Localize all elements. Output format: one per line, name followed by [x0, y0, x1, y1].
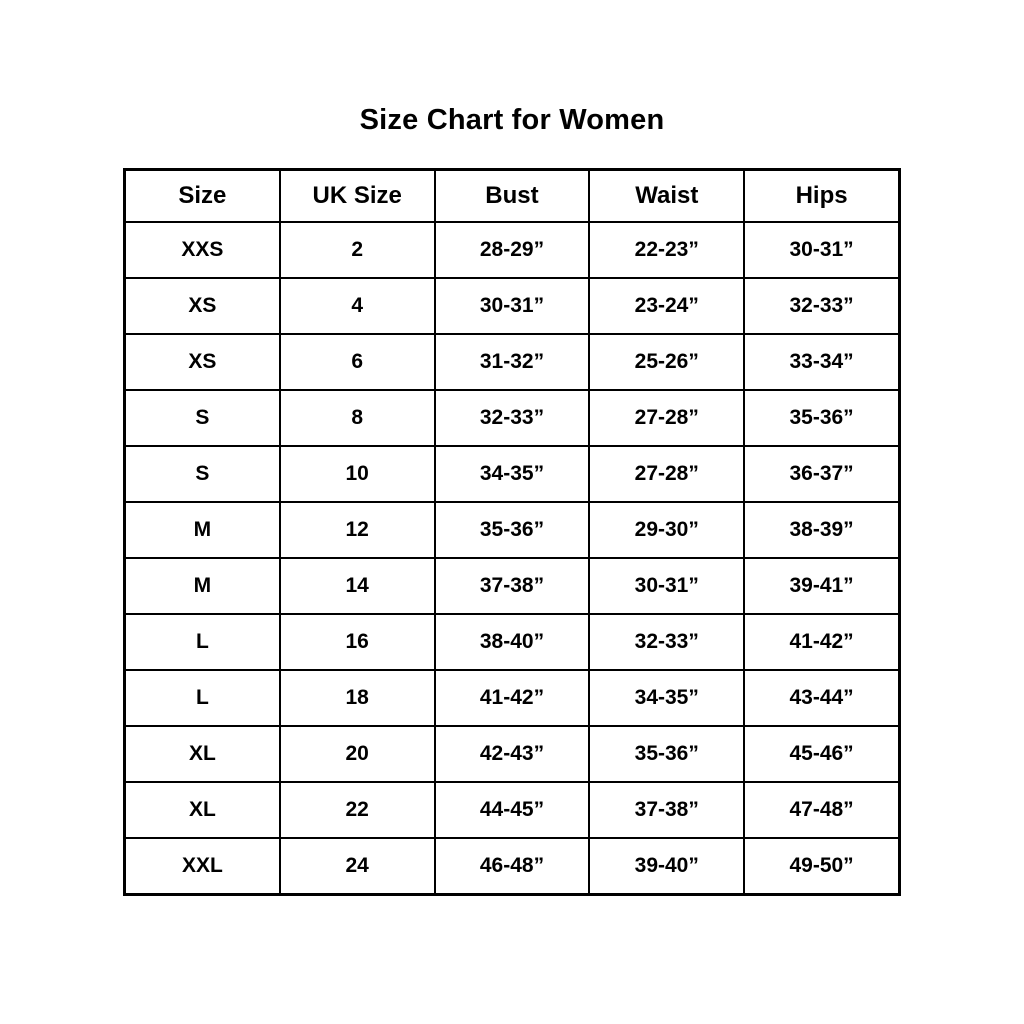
cell-waist: 30-31”: [588, 557, 746, 615]
column-header-uk-size: UK Size: [278, 168, 436, 223]
cell-uk-size: 18: [278, 669, 436, 727]
cell-waist: 29-30”: [588, 501, 746, 559]
cell-waist: 22-23”: [588, 221, 746, 279]
cell-bust: 38-40”: [433, 613, 591, 671]
size-chart-table: Size UK Size Bust Waist Hips XXS 2 28-29…: [123, 168, 901, 896]
cell-waist: 35-36”: [588, 725, 746, 783]
cell-uk-size: 20: [278, 725, 436, 783]
cell-uk-size: 22: [278, 781, 436, 839]
table-row-l-18: L 18 41-42” 34-35” 43-44”: [123, 669, 901, 727]
cell-bust: 35-36”: [433, 501, 591, 559]
cell-uk-size: 12: [278, 501, 436, 559]
column-header-waist: Waist: [588, 168, 746, 223]
table-row-s-8: S 8 32-33” 27-28” 35-36”: [123, 389, 901, 447]
table-row-m-14: M 14 37-38” 30-31” 39-41”: [123, 557, 901, 615]
table-row-xs-6: XS 6 31-32” 25-26” 33-34”: [123, 333, 901, 391]
cell-bust: 34-35”: [433, 445, 591, 503]
cell-hips: 45-46”: [743, 725, 901, 783]
column-header-bust: Bust: [433, 168, 591, 223]
page-title: Size Chart for Women: [359, 104, 665, 136]
cell-size: M: [123, 557, 281, 615]
cell-size: M: [123, 501, 281, 559]
cell-bust: 31-32”: [433, 333, 591, 391]
table-row-xxs-2: XXS 2 28-29” 22-23” 30-31”: [123, 221, 901, 279]
table-header: Size UK Size Bust Waist Hips: [123, 168, 901, 223]
table-row-xxl-24: XXL 24 46-48” 39-40” 49-50”: [123, 837, 901, 896]
cell-bust: 41-42”: [433, 669, 591, 727]
cell-hips: 47-48”: [743, 781, 901, 839]
table-row-xl-22: XL 22 44-45” 37-38” 47-48”: [123, 781, 901, 839]
cell-size: XS: [123, 333, 281, 391]
cell-waist: 34-35”: [588, 669, 746, 727]
cell-bust: 44-45”: [433, 781, 591, 839]
cell-uk-size: 2: [278, 221, 436, 279]
table-row-s-10: S 10 34-35” 27-28” 36-37”: [123, 445, 901, 503]
cell-waist: 32-33”: [588, 613, 746, 671]
cell-waist: 37-38”: [588, 781, 746, 839]
table-row-l-16: L 16 38-40” 32-33” 41-42”: [123, 613, 901, 671]
cell-waist: 27-28”: [588, 445, 746, 503]
cell-bust: 28-29”: [433, 221, 591, 279]
cell-hips: 49-50”: [743, 837, 901, 896]
cell-size: XL: [123, 725, 281, 783]
cell-hips: 35-36”: [743, 389, 901, 447]
cell-bust: 42-43”: [433, 725, 591, 783]
cell-size: L: [123, 613, 281, 671]
cell-hips: 33-34”: [743, 333, 901, 391]
table-row-xs-4: XS 4 30-31” 23-24” 32-33”: [123, 277, 901, 335]
cell-bust: 32-33”: [433, 389, 591, 447]
table-body: XXS 2 28-29” 22-23” 30-31” XS 4 30-31” 2…: [123, 221, 901, 896]
cell-waist: 27-28”: [588, 389, 746, 447]
cell-hips: 38-39”: [743, 501, 901, 559]
cell-waist: 39-40”: [588, 837, 746, 896]
column-header-size: Size: [123, 168, 281, 223]
cell-hips: 36-37”: [743, 445, 901, 503]
cell-bust: 46-48”: [433, 837, 591, 896]
table-row-xl-20: XL 20 42-43” 35-36” 45-46”: [123, 725, 901, 783]
cell-uk-size: 8: [278, 389, 436, 447]
cell-size: XS: [123, 277, 281, 335]
cell-hips: 30-31”: [743, 221, 901, 279]
cell-size: S: [123, 445, 281, 503]
cell-uk-size: 10: [278, 445, 436, 503]
cell-hips: 39-41”: [743, 557, 901, 615]
cell-hips: 43-44”: [743, 669, 901, 727]
cell-size: XXL: [123, 837, 281, 896]
cell-size: L: [123, 669, 281, 727]
cell-waist: 23-24”: [588, 277, 746, 335]
cell-size: S: [123, 389, 281, 447]
cell-uk-size: 16: [278, 613, 436, 671]
cell-hips: 32-33”: [743, 277, 901, 335]
cell-uk-size: 14: [278, 557, 436, 615]
cell-waist: 25-26”: [588, 333, 746, 391]
cell-hips: 41-42”: [743, 613, 901, 671]
cell-size: XXS: [123, 221, 281, 279]
table-header-row: Size UK Size Bust Waist Hips: [123, 168, 901, 223]
cell-size: XL: [123, 781, 281, 839]
cell-uk-size: 6: [278, 333, 436, 391]
cell-bust: 37-38”: [433, 557, 591, 615]
column-header-hips: Hips: [743, 168, 901, 223]
table-row-m-12: M 12 35-36” 29-30” 38-39”: [123, 501, 901, 559]
cell-bust: 30-31”: [433, 277, 591, 335]
cell-uk-size: 24: [278, 837, 436, 896]
cell-uk-size: 4: [278, 277, 436, 335]
